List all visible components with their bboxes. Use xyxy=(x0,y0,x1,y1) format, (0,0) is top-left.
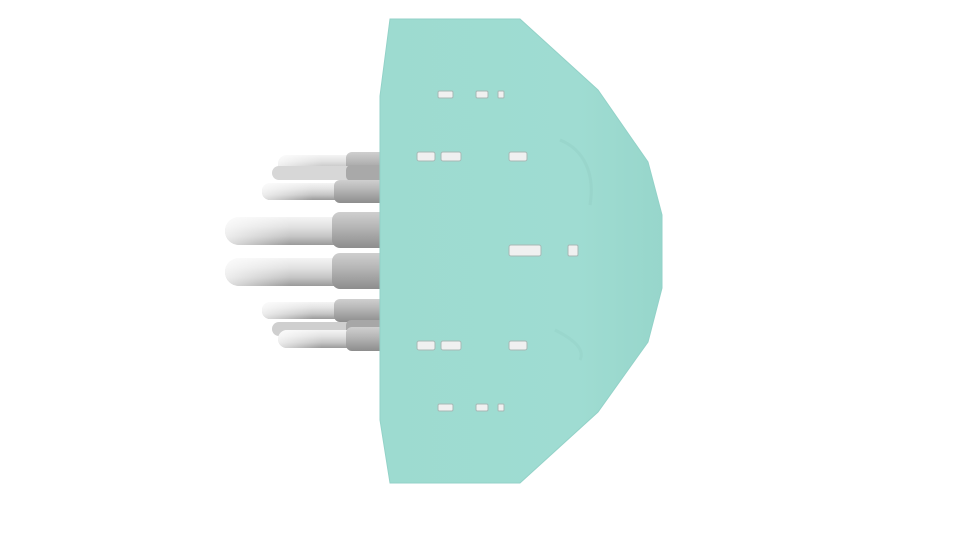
rod-top-2 xyxy=(272,165,386,181)
slot-row-2 xyxy=(416,151,528,162)
rod-large-1 xyxy=(225,212,388,248)
rod-bottom-3 xyxy=(278,327,388,351)
slot-row-3 xyxy=(508,244,579,257)
slot-row-1 xyxy=(437,90,505,99)
rod-top-3 xyxy=(262,180,388,203)
slot-row-5 xyxy=(437,403,505,412)
slot-row-4 xyxy=(416,340,528,351)
plate-slots xyxy=(416,90,579,412)
rod-large-2 xyxy=(225,253,388,289)
rod-bottom-1 xyxy=(262,299,388,322)
rod-assembly xyxy=(225,152,388,351)
